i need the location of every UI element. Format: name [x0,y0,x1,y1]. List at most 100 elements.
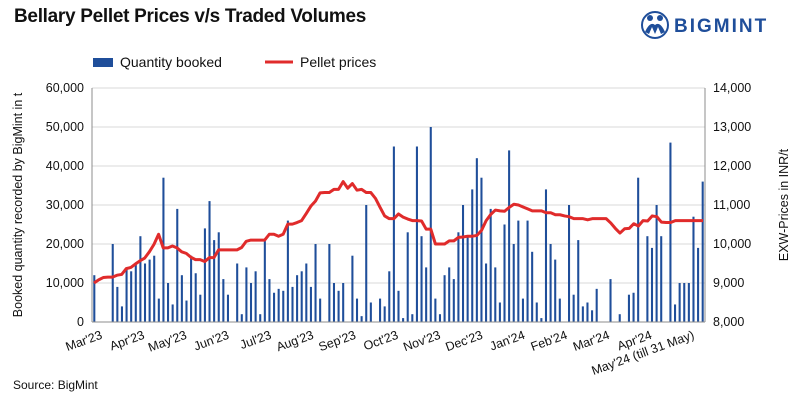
bar [190,255,193,322]
bar [240,314,243,322]
bar [568,205,571,322]
bar [544,189,548,322]
bar [213,240,216,322]
bar [632,292,635,322]
legend-swatch-quantity-booked [93,58,113,67]
bar [572,294,575,322]
bar [627,294,630,322]
chart-title: Bellary Pellet Prices v/s Traded Volumes [14,6,366,27]
bar [415,146,418,322]
bar [365,205,368,322]
x-axis-tick-label: Mar'24 [571,328,611,354]
bigmint-logo: BIGMINT [640,10,790,40]
left-axis-title: Booked quantity recorded by BigMint in t [11,92,25,317]
x-axis-tick-label: May'23 [146,328,188,355]
bar [277,288,280,322]
bar [595,288,598,322]
bigmint-logo-text: BIGMINT [674,16,768,37]
source-note: Source: BigMint [13,378,98,392]
bar [143,263,147,322]
bar [148,259,151,322]
bar [379,298,382,322]
right-axis-tick-label: 12,000 [713,159,751,173]
right-axis-tick-label: 14,000 [713,81,751,95]
bar [425,267,428,322]
bar [471,189,474,322]
bar [263,240,266,322]
bar [360,316,363,322]
bar [457,232,460,322]
bar [674,304,677,322]
bar [268,279,271,322]
bar [618,314,621,322]
legend: Quantity booked Pellet prices [93,54,376,70]
right-axis-tick-label: 10,000 [713,237,751,251]
x-axis-tick-label: Nov'23 [401,328,442,354]
bar [93,275,96,322]
bar [697,247,700,322]
bar [508,150,511,322]
bar [489,208,492,322]
legend-label-quantity-booked: Quantity booked [120,54,222,70]
bars-quantity-booked [93,127,704,322]
bar [176,208,179,322]
left-axis-tick-label: 0 [77,315,84,329]
x-axis-tick-label: Sep'23 [317,328,358,354]
bar [692,216,695,322]
x-axis-tick-label: Aug'23 [274,328,315,354]
bar [222,279,225,322]
bar [646,236,649,322]
x-axis-tick-label: Mar'23 [64,328,104,354]
legend-label-pellet-prices: Pellet prices [300,54,376,70]
bar [282,290,285,322]
bar [369,302,372,322]
bar [420,236,423,322]
bar [461,205,465,322]
left-axis-tick-label: 60,000 [46,81,84,95]
left-axis-tick-label: 50,000 [46,120,84,134]
bar [134,263,137,322]
bar [217,232,220,322]
x-axis-tick-label: Apr'23 [108,328,146,353]
bar [314,244,317,322]
bar [157,298,160,322]
bar [139,236,142,322]
x-axis-tick-label: Oct'23 [362,328,400,353]
bar [485,263,488,322]
bar [402,318,405,322]
left-axis-tick-label: 40,000 [46,159,84,173]
bar [577,240,580,322]
x-axis-tick-label: Dec'23 [444,328,485,354]
bar [475,158,478,322]
bar [503,224,506,322]
bar [434,298,437,322]
bar [406,232,409,322]
bar [337,290,340,322]
bar [586,302,589,322]
right-axis-tick-label: 13,000 [713,120,751,134]
bar [355,298,359,322]
bar [411,314,414,322]
bar [162,177,165,322]
bigmint-people-globe-icon [641,11,669,39]
bar [286,220,289,322]
left-axis-tick-label: 10,000 [46,276,84,290]
bar [130,271,133,322]
bar [383,306,386,322]
right-axis-tick-label: 11,000 [713,198,750,212]
bar [448,267,451,322]
bar [443,275,446,322]
bar [480,177,483,322]
bar [540,318,543,322]
bar [554,259,557,322]
bar [438,314,442,322]
bar [494,267,497,322]
bar [291,286,294,322]
right-axis-tick-label: 9,000 [713,276,744,290]
bar [116,286,119,322]
bar [319,298,322,322]
bar [683,283,686,322]
bar [254,271,257,322]
bar [531,251,534,322]
